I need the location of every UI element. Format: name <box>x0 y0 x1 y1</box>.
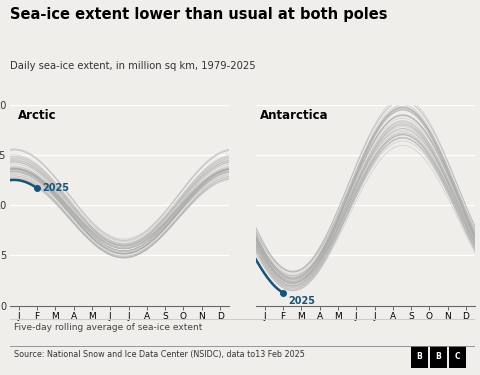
Text: B: B <box>417 352 422 362</box>
Text: Arctic: Arctic <box>18 109 57 122</box>
Text: Antarctica: Antarctica <box>260 109 329 122</box>
FancyBboxPatch shape <box>430 345 447 368</box>
Text: Daily sea-ice extent, in million sq km, 1979-2025: Daily sea-ice extent, in million sq km, … <box>10 61 255 70</box>
Text: 2025: 2025 <box>43 183 70 193</box>
Text: Source: National Snow and Ice Data Center (NSIDC), data to13 Feb 2025: Source: National Snow and Ice Data Cente… <box>14 350 305 359</box>
FancyBboxPatch shape <box>449 345 466 368</box>
FancyBboxPatch shape <box>411 345 428 368</box>
Text: B: B <box>435 352 441 362</box>
Text: 2025: 2025 <box>288 296 315 306</box>
Text: C: C <box>455 352 460 362</box>
Text: Sea-ice extent lower than usual at both poles: Sea-ice extent lower than usual at both … <box>10 8 387 22</box>
Text: Five-day rolling average of sea-ice extent: Five-day rolling average of sea-ice exte… <box>14 323 203 332</box>
